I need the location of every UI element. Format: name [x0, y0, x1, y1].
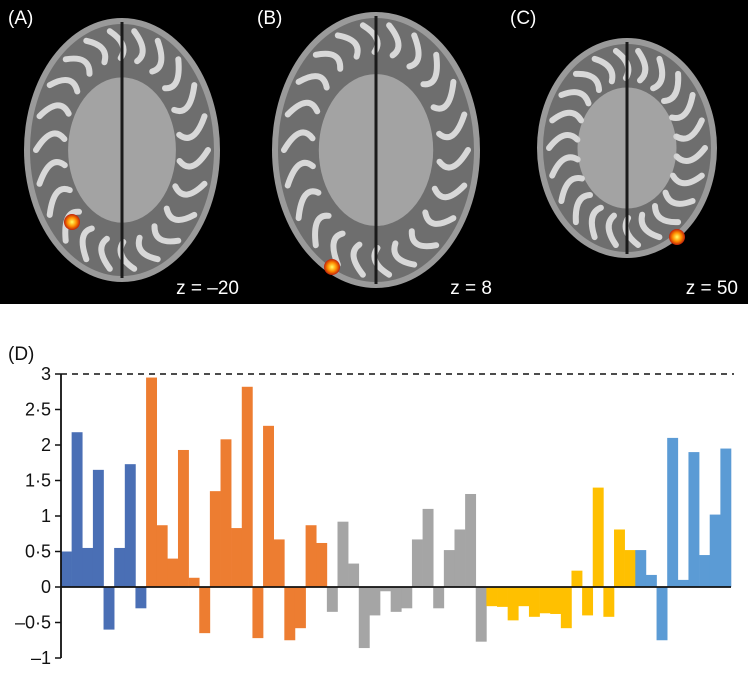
bar	[241, 386, 253, 587]
bar	[273, 539, 285, 587]
bar	[167, 558, 179, 587]
bar	[316, 542, 328, 587]
bar	[656, 587, 668, 641]
bar	[443, 550, 455, 587]
bar	[497, 587, 508, 607]
bar	[592, 487, 604, 587]
brain-slice-image-c	[537, 38, 717, 258]
slice-coordinate-a: z = –20	[176, 278, 239, 299]
y-tick-label: 0·5	[25, 542, 51, 562]
bar	[465, 493, 477, 587]
bar	[231, 528, 243, 587]
bar	[539, 587, 551, 614]
brain-slice-panel-a: (A) z = –20	[0, 0, 249, 304]
bar	[709, 514, 721, 587]
bar	[411, 539, 423, 587]
bar	[720, 448, 732, 587]
bar	[582, 587, 594, 616]
y-tick-label: –0·5	[15, 613, 51, 633]
bar	[177, 449, 189, 587]
bar	[294, 587, 306, 629]
bar	[667, 437, 679, 587]
brain-slice-panel-c: (C) z = 50	[502, 0, 748, 304]
bar	[263, 425, 274, 587]
bar	[401, 587, 413, 609]
bar	[188, 577, 200, 587]
bar	[560, 587, 572, 629]
bar	[358, 587, 370, 649]
bar	[433, 587, 445, 609]
bar-chart-d: (D) 3 2·5 2 1·5 1 0·5 0 –0·5 –1	[8, 344, 734, 668]
panel-label-a: (A)	[8, 8, 34, 29]
bar	[454, 529, 466, 587]
slice-coordinate-c: z = 50	[685, 278, 738, 299]
y-tick-label: –1	[31, 648, 51, 668]
bar	[199, 587, 211, 634]
bar	[688, 452, 700, 587]
bar	[518, 587, 530, 607]
panel-label-b: (B)	[257, 8, 283, 29]
brain-slice-image-b	[272, 12, 480, 288]
bar	[114, 547, 126, 587]
bar	[326, 587, 338, 612]
bar	[209, 491, 221, 587]
bar-group	[61, 377, 732, 649]
slice-coordinate-b: z = 8	[450, 278, 492, 299]
bar	[645, 574, 657, 587]
bar	[550, 587, 562, 614]
bar	[71, 432, 83, 587]
bar	[146, 377, 158, 587]
bar	[571, 570, 583, 587]
bar	[124, 464, 136, 587]
y-tick-label: 1	[41, 506, 51, 526]
bar	[61, 551, 72, 587]
bar	[252, 587, 264, 639]
bar	[507, 587, 519, 621]
bar	[284, 587, 296, 641]
y-tick-label: 2·5	[25, 400, 51, 420]
y-tick-label: 3	[41, 364, 51, 384]
bar	[475, 587, 487, 642]
bar	[635, 550, 647, 587]
y-tick-label: 1·5	[25, 471, 51, 491]
y-tick-label: 2	[41, 435, 51, 455]
bar	[380, 587, 391, 592]
panel-label-c: (C)	[510, 8, 537, 29]
bar	[369, 587, 381, 616]
panel-label-d: (D)	[8, 344, 34, 365]
bar	[677, 579, 689, 587]
bar	[422, 508, 434, 587]
bar	[135, 587, 147, 609]
bar	[156, 525, 168, 587]
bar	[614, 529, 625, 587]
bar	[486, 587, 498, 607]
bar	[82, 547, 94, 587]
bar	[528, 587, 540, 617]
bar	[348, 563, 360, 587]
bar	[337, 521, 349, 587]
bar	[103, 587, 115, 630]
y-tick-label: 0	[41, 577, 51, 597]
bar	[624, 550, 636, 587]
brain-slice-panel-b: (B) z = 8	[249, 0, 502, 304]
bar	[305, 525, 317, 587]
bar	[699, 555, 711, 587]
bar	[220, 439, 232, 587]
bar	[603, 587, 615, 617]
bar	[390, 587, 402, 612]
brain-slice-image-a	[24, 18, 220, 282]
bar	[92, 469, 104, 587]
